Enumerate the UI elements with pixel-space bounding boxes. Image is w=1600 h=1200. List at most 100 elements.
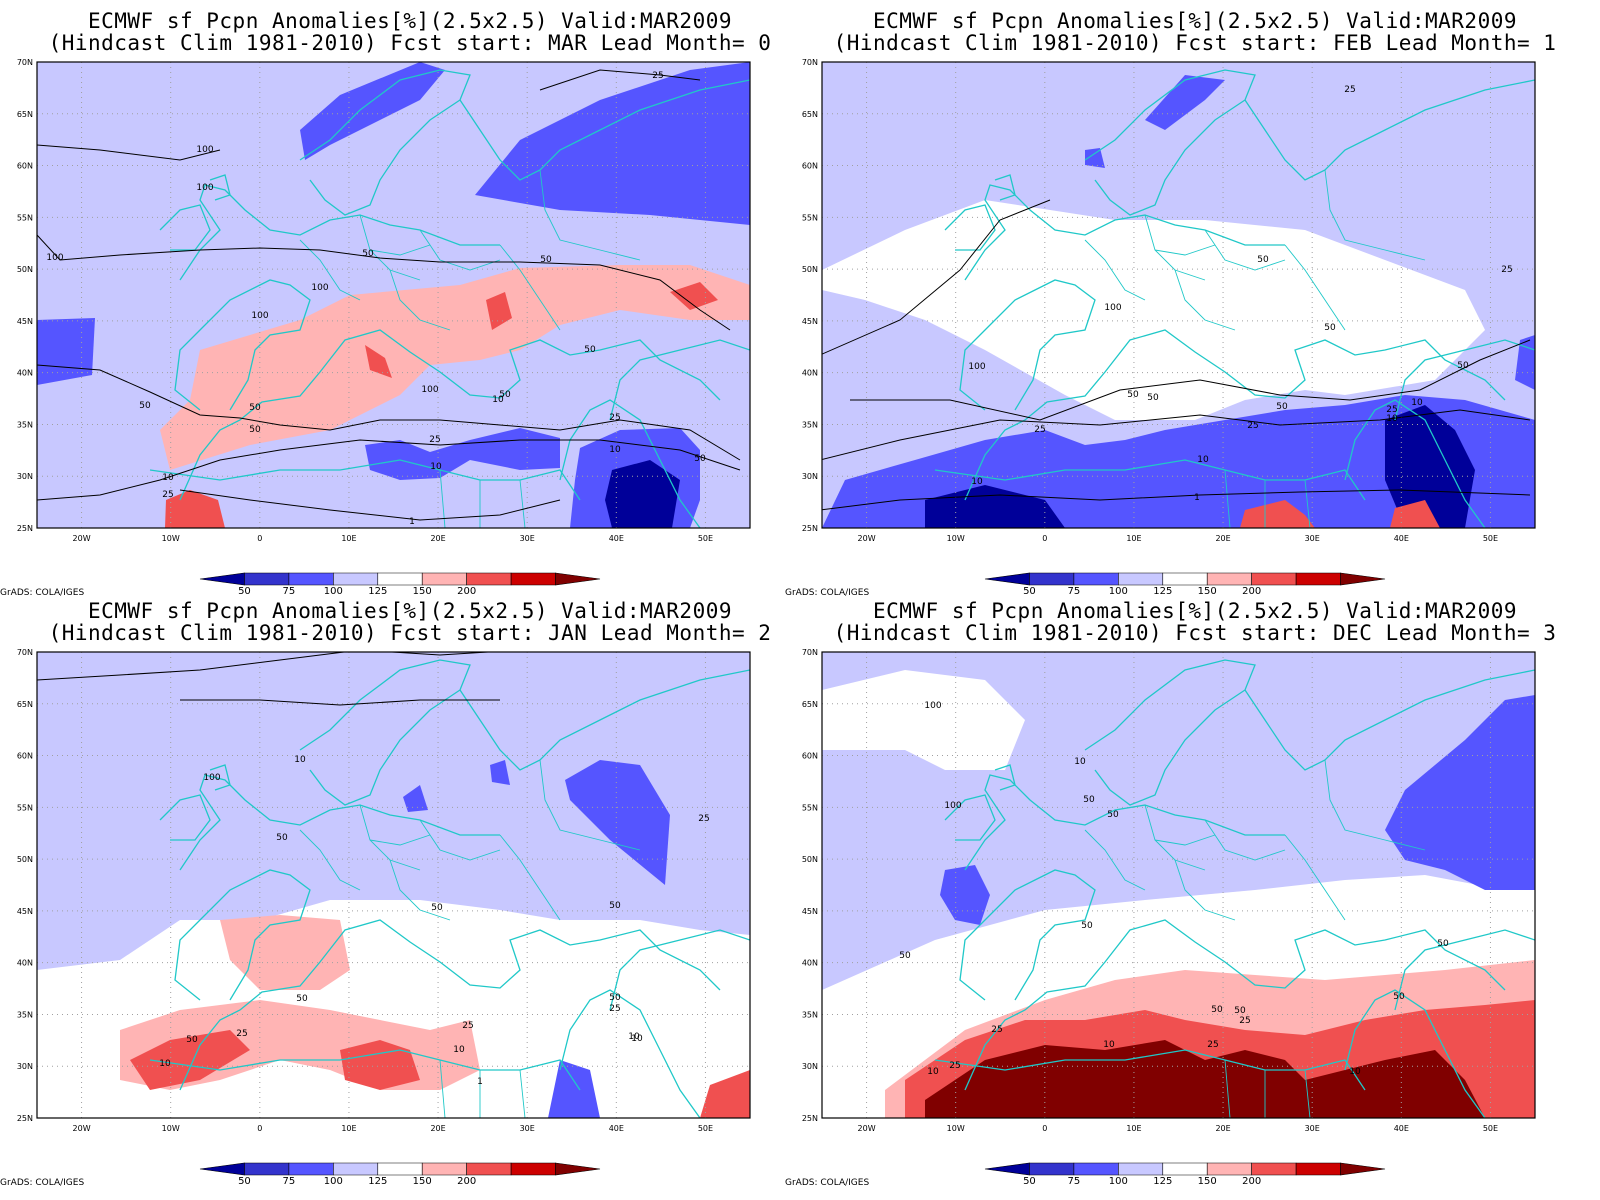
lat-tick-label: 70N <box>802 648 818 657</box>
country-border <box>499 834 561 921</box>
colorbar-swatch <box>1118 1162 1164 1176</box>
colorbar-swatch <box>466 572 512 586</box>
anomaly-region <box>1240 500 1315 528</box>
lon-tick-label: 20W <box>73 534 91 543</box>
lon-tick-label: 20E <box>430 534 445 543</box>
colorbar-swatch <box>421 572 467 586</box>
lat-tick-label: 25N <box>802 524 818 533</box>
country-border <box>1324 169 1426 261</box>
lat-tick-label: 55N <box>802 803 818 812</box>
lon-tick-label: 40E <box>609 534 624 543</box>
colorbar-label: 50 <box>1023 586 1036 594</box>
contour-label: 10 <box>162 473 174 483</box>
lat-tick-label: 40N <box>802 959 818 968</box>
colorbar-label: 75 <box>283 586 296 594</box>
panel-title-line1: ECMWF sf Pcpn Anomalies[%](2.5x2.5) Vali… <box>872 9 1517 33</box>
contour-label: 25 <box>1207 1040 1218 1050</box>
lon-tick-label: 10E <box>341 1124 356 1133</box>
map-panel-lead-3: ECMWF sf Pcpn Anomalies[%](2.5x2.5) Vali… <box>785 590 1565 1190</box>
coastline <box>559 989 701 1118</box>
colorbar-label: 50 <box>1023 1176 1036 1184</box>
country-border <box>299 829 361 891</box>
coastline <box>209 764 231 791</box>
colorbar: 50 75 100 125 150 200 <box>984 1162 1386 1184</box>
lat-tick-label: 55N <box>17 213 33 222</box>
map-frame <box>36 651 751 1119</box>
contour-label: 100 <box>196 183 213 193</box>
lon-tick-label: 30E <box>1305 534 1320 543</box>
coastline <box>959 279 1096 411</box>
coastline <box>964 329 1506 501</box>
lon-tick-label: 40E <box>1394 1124 1409 1133</box>
lon-tick-label: 10W <box>947 1124 965 1133</box>
anomaly-region <box>160 265 750 470</box>
panel-title-line1: ECMWF sf Pcpn Anomalies[%](2.5x2.5) Vali… <box>872 599 1517 623</box>
contour-label: 25 <box>429 435 440 445</box>
contour-label: 50 <box>609 901 621 911</box>
coastline <box>179 774 500 871</box>
colorbar-label: 100 <box>324 586 343 594</box>
coastline <box>179 184 500 281</box>
coastline <box>944 794 996 841</box>
anomaly-region <box>1145 75 1225 130</box>
contour-label: 1 <box>409 517 415 527</box>
country-border <box>1224 469 1231 528</box>
coastline <box>459 669 750 771</box>
contour-label: 25 <box>1247 421 1258 431</box>
lat-tick-label: 50N <box>17 265 33 274</box>
country-border <box>1144 214 1206 281</box>
lat-tick-label: 60N <box>17 162 33 171</box>
colorbar-swatch <box>1206 572 1252 586</box>
colorbar-label: 150 <box>413 1176 432 1184</box>
lat-tick-label: 50N <box>802 265 818 274</box>
lat-tick-label: 45N <box>17 907 33 916</box>
lat-tick-label: 40N <box>17 369 33 378</box>
anomaly-region <box>1085 148 1105 168</box>
contour-label: 50 <box>1127 390 1139 400</box>
contour-line <box>822 199 1051 355</box>
lat-tick-label: 50N <box>802 855 818 864</box>
anomaly-region <box>1390 500 1440 528</box>
colorbar-swatch <box>1029 1162 1075 1176</box>
country-border <box>389 269 451 331</box>
panel-title-line1: ECMWF sf Pcpn Anomalies[%](2.5x2.5) Vali… <box>87 599 732 623</box>
coastline <box>459 79 750 181</box>
contour-label: 25 <box>1034 425 1045 435</box>
contour-label: 100 <box>924 701 941 711</box>
colorbar-swatch <box>1251 572 1297 586</box>
lon-tick-label: 50E <box>698 1124 713 1133</box>
coastline <box>609 339 750 421</box>
lat-tick-label: 70N <box>802 58 818 67</box>
anomaly-region <box>670 282 718 310</box>
contour-label: 10 <box>1411 398 1423 408</box>
panel-title-line2: (Hindcast Clim 1981-2010) Fcst start: JA… <box>48 621 772 645</box>
coastline <box>964 919 1506 1091</box>
country-border <box>499 244 561 331</box>
coastline <box>149 1049 581 1091</box>
anomaly-region <box>1385 405 1475 528</box>
colorbar-swatch <box>466 1162 512 1176</box>
lon-tick-label: 10E <box>341 534 356 543</box>
lon-tick-label: 20W <box>73 1124 91 1133</box>
lat-tick-label: 30N <box>802 1062 818 1071</box>
lat-tick-label: 25N <box>802 1114 818 1123</box>
lon-tick-label: 0 <box>257 534 262 543</box>
anomaly-region <box>365 345 392 378</box>
colorbar-swatch <box>1340 572 1386 586</box>
contour-label: 10 <box>453 1045 465 1055</box>
lat-tick-label: 45N <box>802 317 818 326</box>
contour-line <box>850 339 1531 421</box>
colorbar-label: 125 <box>368 1176 387 1184</box>
colorbar-swatch <box>288 572 334 586</box>
contour-label: 10 <box>1197 455 1209 465</box>
colorbar-label: 50 <box>238 586 251 594</box>
coastline <box>174 869 311 1001</box>
colorbar-label: 150 <box>413 586 432 594</box>
coastline <box>179 919 721 1091</box>
contour-label: 25 <box>462 1021 473 1031</box>
colorbar-swatch <box>1073 572 1119 586</box>
coastline <box>209 174 231 201</box>
anomaly-region <box>925 485 1065 528</box>
